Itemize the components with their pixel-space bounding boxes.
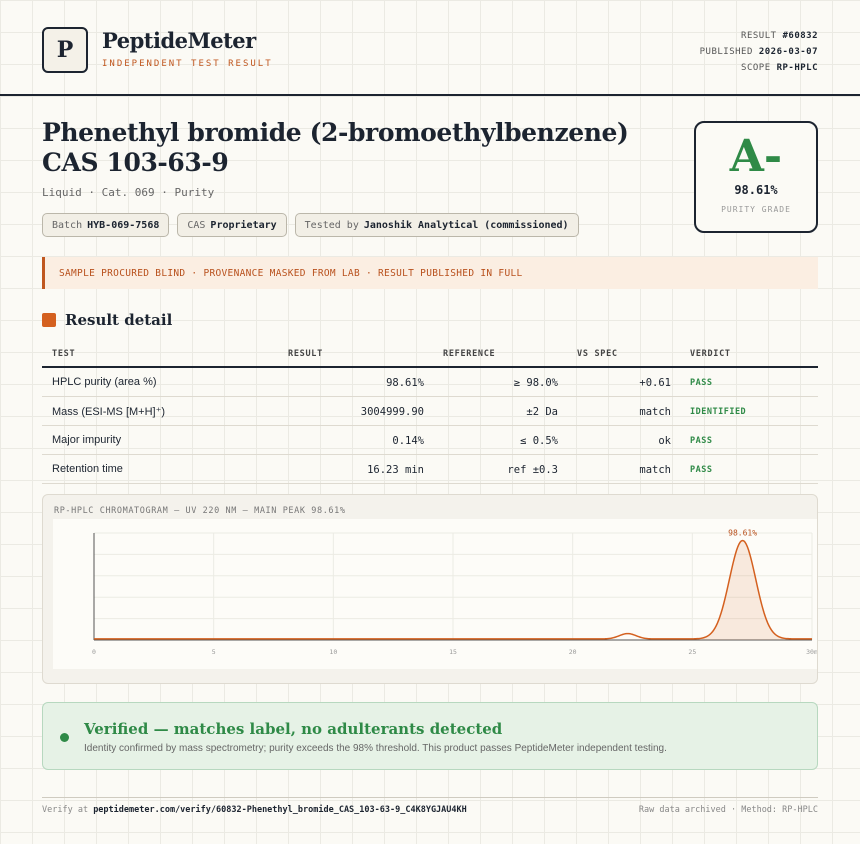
- x-tick-label: 25: [688, 648, 696, 656]
- cell-result: 3004999.90: [360, 406, 424, 418]
- verified-dot-icon: [60, 733, 69, 742]
- cell-reference: ≤ 0.5%: [520, 435, 558, 447]
- result-label: RESULT: [741, 31, 777, 41]
- cas-value: Proprietary: [210, 219, 277, 231]
- table-row: Retention time 16.23 min ref ±0.3 match …: [42, 455, 818, 484]
- col-verdict: VERDICT: [690, 349, 731, 359]
- result-meta: RESULT #60832 PUBLISHED 2026-03-07 SCOPE…: [700, 28, 818, 76]
- table-row: Mass (ESI-MS [M+H]⁺) 3004999.90 ±2 Da ma…: [42, 397, 818, 426]
- x-tick-label: 5: [212, 648, 216, 656]
- verified-description: Identity confirmed by mass spectrometry;…: [84, 743, 667, 754]
- cell-verdict: PASS: [690, 378, 713, 388]
- cell-verdict: PASS: [690, 465, 713, 475]
- col-test: TEST: [52, 349, 76, 359]
- chart-title: RP-HPLC CHROMATOGRAM — UV 220 NM — MAIN …: [54, 506, 346, 516]
- cell-vs-spec: ok: [658, 435, 671, 447]
- scope-value: RP-HPLC: [776, 63, 818, 73]
- cas-chip: CAS Proprietary: [177, 213, 287, 237]
- grade-card: A- 98.61% PURITY GRADE: [694, 121, 818, 233]
- chromatogram-card: RP-HPLC CHROMATOGRAM — UV 220 NM — MAIN …: [42, 494, 818, 684]
- cell-result: 0.14%: [392, 435, 424, 447]
- batch-chip: Batch HYB-069-7568: [42, 213, 170, 237]
- x-tick-label: 10: [329, 648, 337, 656]
- product-subline: Liquid · Cat. 069 · Purity: [42, 186, 215, 199]
- table-row: Major impurity 0.14% ≤ 0.5% ok PASS: [42, 426, 818, 455]
- cell-reference: ±2 Da: [526, 406, 558, 418]
- col-result: RESULT: [288, 349, 323, 359]
- batch-value: HYB-069-7568: [87, 219, 160, 231]
- cell-result: 98.61%: [386, 377, 424, 389]
- brand-name: PeptideMeter: [102, 28, 256, 53]
- main-peak-label: 98.61%: [728, 528, 757, 537]
- product-cas: CAS 103-63-9: [42, 148, 229, 177]
- table-row: HPLC purity (area %) 98.61% ≥ 98.0% +0.6…: [42, 368, 818, 397]
- result-table: TEST RESULT REFERENCE VS SPEC VERDICT HP…: [42, 340, 818, 484]
- published-date: 2026-03-07: [758, 47, 818, 57]
- cell-reference: ≥ 98.0%: [513, 377, 558, 389]
- published-label: PUBLISHED: [699, 47, 753, 57]
- table-header: TEST RESULT REFERENCE VS SPEC VERDICT: [42, 340, 818, 368]
- result-number: #60832: [782, 31, 818, 41]
- col-vs-spec: VS SPEC: [577, 349, 618, 359]
- cell-verdict: PASS: [690, 436, 713, 446]
- cell-reference: ref ±0.3: [507, 464, 558, 476]
- grade-label: PURITY GRADE: [721, 205, 791, 214]
- provenance-banner: SAMPLE PROCURED BLIND · PROVENANCE MASKE…: [42, 257, 818, 289]
- cell-test: Major impurity: [52, 434, 122, 446]
- cell-test: Retention time: [52, 463, 123, 475]
- main-peak-fill: [689, 540, 796, 640]
- product-chips: Batch HYB-069-7568 CAS Proprietary Tested …: [42, 213, 579, 237]
- cell-test: HPLC purity (area %): [52, 376, 157, 388]
- cell-vs-spec: match: [639, 406, 671, 418]
- section-marker-icon: [42, 313, 56, 327]
- batch-label: Batch: [52, 219, 83, 231]
- result-detail-heading: Result detail: [42, 311, 172, 329]
- footer-divider: [42, 797, 818, 798]
- brand-tagline: INDEPENDENT TEST RESULT: [102, 59, 273, 69]
- chart-area: 0 5 10 15 20 25 30m 98.61%: [53, 519, 818, 669]
- logo: P: [42, 27, 88, 73]
- product-title: Phenethyl bromide (2-bromoethylbenzene) …: [42, 118, 662, 178]
- header: P PeptideMeter INDEPENDENT TEST RESULT R…: [0, 0, 860, 96]
- cell-vs-spec: +0.61: [639, 377, 671, 389]
- x-tick-label: 0: [92, 648, 96, 656]
- cell-test: Mass (ESI-MS [M+H]⁺): [52, 406, 166, 418]
- tested-by-value: Janoshik Analytical (commissioned): [363, 219, 569, 231]
- col-reference: REFERENCE: [443, 349, 496, 359]
- cell-vs-spec: match: [639, 464, 671, 476]
- verify-url-link[interactable]: peptidemeter.com/verify/60832-Phenethyl_…: [93, 805, 467, 815]
- verify-link-line: Verify at peptidemeter.com/verify/60832-…: [42, 805, 467, 815]
- cas-label: CAS: [187, 219, 206, 231]
- footer-method: Raw data archived · Method: RP-HPLC: [638, 805, 818, 815]
- grade-purity: 98.61%: [734, 183, 778, 197]
- x-tick-label: 20: [569, 648, 577, 656]
- verification-box: Verified — matches label, no adulterants…: [42, 702, 818, 770]
- cell-result: 16.23 min: [367, 464, 424, 476]
- tested-by-chip: Tested by Janoshik Analytical (commission…: [294, 213, 579, 237]
- verified-title: Verified — matches label, no adulterants…: [84, 720, 503, 738]
- grade-letter: A-: [729, 131, 783, 182]
- product-name: Phenethyl bromide (2-bromoethylbenzene): [42, 118, 629, 147]
- chromatogram-line: [94, 539, 812, 640]
- verify-prefix: Verify at: [42, 805, 89, 815]
- section-title: Result detail: [65, 311, 173, 329]
- x-tick-label: 15: [449, 648, 457, 656]
- cell-verdict: IDENTIFIED: [690, 407, 747, 417]
- scope-label: SCOPE: [741, 63, 771, 73]
- x-tick-label: 30m: [806, 648, 817, 656]
- chromatogram-chart: 0 5 10 15 20 25 30m 98.61%: [92, 528, 818, 656]
- tested-by-label: Tested by: [304, 219, 359, 231]
